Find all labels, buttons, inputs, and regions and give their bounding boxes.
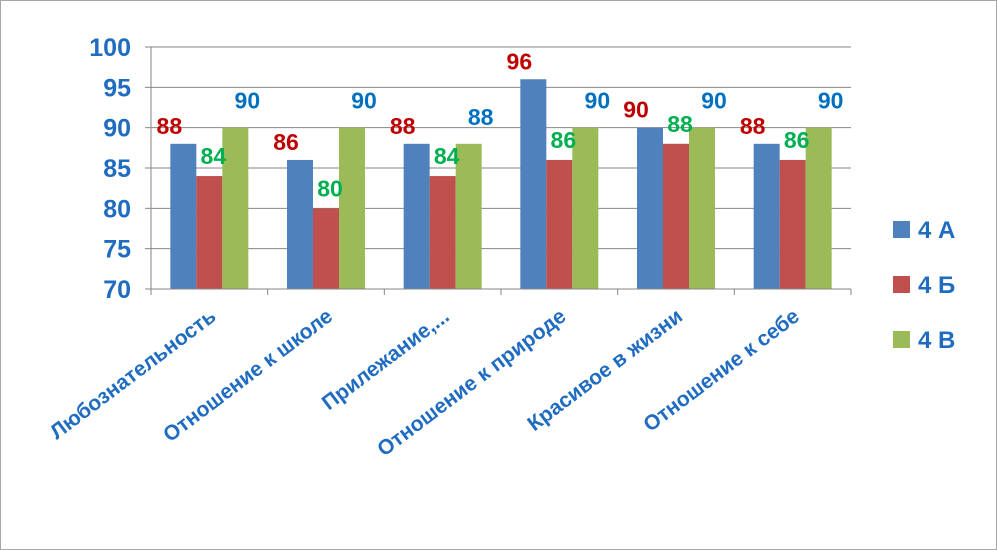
data-label-1-4: 96 (507, 48, 533, 74)
bar-2-1 (196, 176, 223, 289)
data-label-2-6: 86 (784, 127, 810, 153)
legend-swatch (893, 331, 910, 348)
legend: 4 А 4 Б 4 В (893, 217, 955, 354)
bar-3-6 (805, 127, 832, 290)
data-labels: 88 84 90 86 80 90 88 84 88 96 86 90 90 88 90 88 86 90 (157, 48, 844, 201)
data-label-3-3: 88 (468, 104, 494, 130)
legend-label: 4 Б (918, 272, 955, 299)
data-label-2-3: 84 (434, 143, 460, 169)
gridlines (151, 46, 851, 250)
data-label-2-1: 84 (201, 143, 227, 169)
bar-2-4 (546, 159, 573, 289)
bar-1-3 (403, 143, 430, 289)
y-tick-label: 75 (103, 236, 131, 264)
data-label-3-4: 90 (585, 88, 611, 114)
bar-2-5 (663, 143, 689, 289)
data-label-2-2: 80 (317, 175, 343, 201)
data-label-1-5: 90 (623, 97, 649, 123)
data-label-1-6: 88 (740, 113, 766, 139)
legend-swatch (893, 276, 910, 293)
bars (170, 79, 832, 290)
data-label-1-3: 88 (390, 113, 416, 139)
bar-1-2 (287, 159, 313, 289)
bar-1-1 (170, 143, 197, 289)
legend-label: 4 В (918, 327, 955, 354)
data-label-3-6: 90 (818, 88, 844, 114)
data-label-2-4: 86 (551, 127, 577, 153)
bar-3-3 (455, 143, 482, 289)
bar-2-2 (313, 208, 339, 289)
bar-3-5 (689, 127, 715, 290)
data-label-3-1: 90 (235, 88, 261, 114)
bar-1-6 (753, 143, 780, 289)
axes (145, 46, 852, 295)
bar-1-5 (637, 127, 663, 290)
bar-3-4 (572, 127, 599, 290)
data-label-1-2: 86 (273, 129, 299, 155)
y-tick-label: 85 (103, 155, 131, 183)
legend-label: 4 А (918, 217, 955, 244)
y-axis-ticks: 70 75 80 85 90 95 100 (89, 34, 131, 304)
y-tick-label: 80 (103, 195, 131, 223)
bar-1-4 (520, 79, 547, 290)
y-tick-label: 90 (103, 115, 131, 143)
bar-3-2 (339, 127, 365, 290)
data-label-1-1: 88 (157, 113, 183, 139)
data-label-2-5: 88 (667, 111, 693, 137)
bar-2-6 (779, 159, 806, 289)
data-label-3-2: 90 (351, 88, 377, 114)
bar-2-3 (429, 176, 456, 289)
data-label-3-5: 90 (701, 88, 727, 114)
y-tick-label: 95 (103, 74, 131, 102)
x-category-label: Отношение к природе (373, 305, 570, 462)
legend-swatch (893, 221, 910, 238)
bar-3-1 (222, 127, 249, 290)
y-tick-label: 100 (89, 34, 131, 62)
y-tick-label: 70 (103, 276, 131, 304)
